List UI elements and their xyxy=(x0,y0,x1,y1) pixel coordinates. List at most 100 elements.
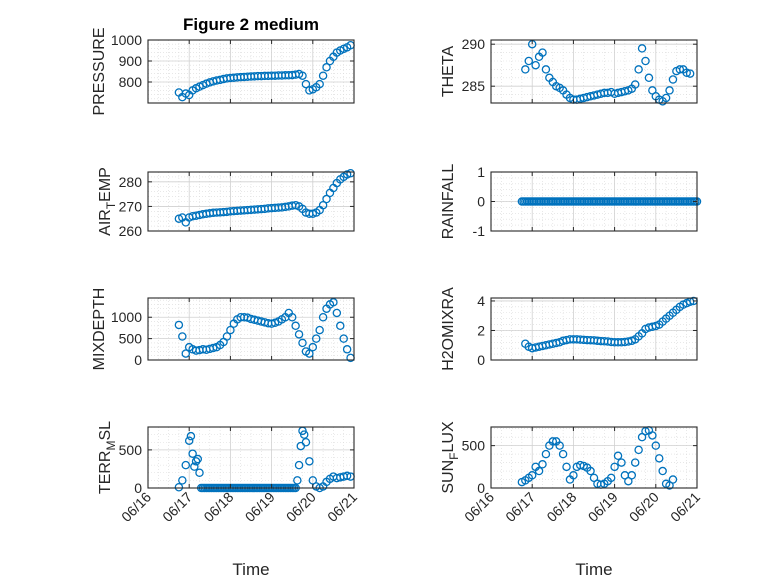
data-point xyxy=(637,44,647,53)
data-point xyxy=(630,80,640,89)
data-point xyxy=(294,460,304,470)
axes-frame xyxy=(147,426,355,489)
y-tick-label: 280 xyxy=(119,174,143,190)
data-point xyxy=(181,349,191,358)
data-point xyxy=(222,332,232,341)
y-tick-label: 1 xyxy=(477,164,485,180)
y-tick-label: 285 xyxy=(462,78,486,94)
data-point xyxy=(178,476,187,485)
data-point xyxy=(329,298,338,307)
y-tick-label: 260 xyxy=(119,223,143,239)
data-point xyxy=(305,349,314,358)
data-point xyxy=(299,430,309,439)
data-point xyxy=(644,73,654,83)
data-point xyxy=(527,471,537,480)
data-point xyxy=(190,462,199,471)
axes-frame xyxy=(147,39,355,104)
data-point xyxy=(586,466,595,476)
data-point xyxy=(305,86,314,95)
data-point xyxy=(668,75,678,84)
data-point xyxy=(610,462,619,472)
y-tick-label: 0 xyxy=(477,352,485,368)
y-tick-label: 900 xyxy=(119,53,143,69)
data-point xyxy=(318,71,328,80)
data-point xyxy=(339,334,348,343)
data-point xyxy=(332,308,342,318)
data-point xyxy=(342,471,352,481)
data-point xyxy=(521,65,530,74)
data-point xyxy=(184,436,194,445)
y-tick-label: 800 xyxy=(119,74,143,90)
y-tick-label: 4 xyxy=(477,293,485,309)
y-axis-label: TERRMSL xyxy=(97,421,118,494)
data-point xyxy=(226,325,235,335)
data-point xyxy=(322,194,331,204)
data-point xyxy=(305,457,314,466)
data-point xyxy=(318,200,328,210)
data-point xyxy=(188,449,197,458)
data-point xyxy=(195,468,204,477)
data-point xyxy=(294,330,304,339)
data-point xyxy=(311,334,321,343)
data-point xyxy=(193,454,203,464)
y-axis-label: THETA xyxy=(440,46,457,98)
y-axis-label: RAINFALL xyxy=(440,164,457,240)
data-point xyxy=(186,431,196,441)
data-point xyxy=(569,471,578,480)
data-point xyxy=(318,312,328,322)
x-axis-label: Time xyxy=(232,560,269,579)
y-tick-label: 500 xyxy=(119,442,143,458)
data-point xyxy=(641,56,650,66)
data-point xyxy=(661,93,671,103)
data-point xyxy=(613,451,623,461)
figure-title: Figure 2 medium xyxy=(183,15,319,34)
data-point xyxy=(342,345,352,354)
subplot-4: -1 0 1 RAINFALL xyxy=(440,164,702,240)
axes-frame xyxy=(490,426,698,489)
y-tick-label: 0 xyxy=(134,352,142,368)
y-axis-label: H2OMIXRA xyxy=(440,287,457,371)
data-point xyxy=(617,458,626,467)
y-axis-label: SUNFLUX xyxy=(440,421,461,494)
y-axis-label: MIXDEPTH xyxy=(91,288,108,371)
y-tick-label: 270 xyxy=(119,198,143,214)
data-point xyxy=(634,445,643,455)
data-point xyxy=(534,466,544,476)
y-tick-label: 0 xyxy=(477,194,485,210)
data-point xyxy=(668,475,678,484)
data-point xyxy=(181,460,191,470)
data-point xyxy=(541,65,551,74)
data-point xyxy=(174,482,184,492)
axes-frame xyxy=(490,297,698,361)
y-axis-label: PRESSURE xyxy=(91,27,108,115)
data-point xyxy=(301,79,311,89)
x-axis-label: Time xyxy=(575,560,612,579)
data-point xyxy=(651,441,661,450)
data-point xyxy=(548,437,558,446)
data-point xyxy=(641,426,650,436)
y-tick-label: 2 xyxy=(477,322,485,338)
y-axis-label: AIRTEMP xyxy=(97,167,118,236)
data-point xyxy=(685,69,695,78)
data-point xyxy=(298,338,307,348)
data-point xyxy=(630,458,640,467)
data-point xyxy=(322,63,331,72)
data-point xyxy=(541,449,551,459)
data-point xyxy=(654,454,664,463)
data-point xyxy=(675,65,685,74)
axes-frame xyxy=(147,171,355,232)
y-tick-label: 500 xyxy=(119,331,143,347)
y-tick-label: 1000 xyxy=(111,309,142,325)
y-tick-label: -1 xyxy=(473,223,486,239)
data-point xyxy=(524,56,534,66)
data-point xyxy=(336,321,345,331)
y-tick-label: 0 xyxy=(134,480,142,496)
data-point xyxy=(665,86,674,95)
data-point xyxy=(531,60,540,70)
data-point xyxy=(208,343,218,353)
data-point xyxy=(627,471,637,480)
